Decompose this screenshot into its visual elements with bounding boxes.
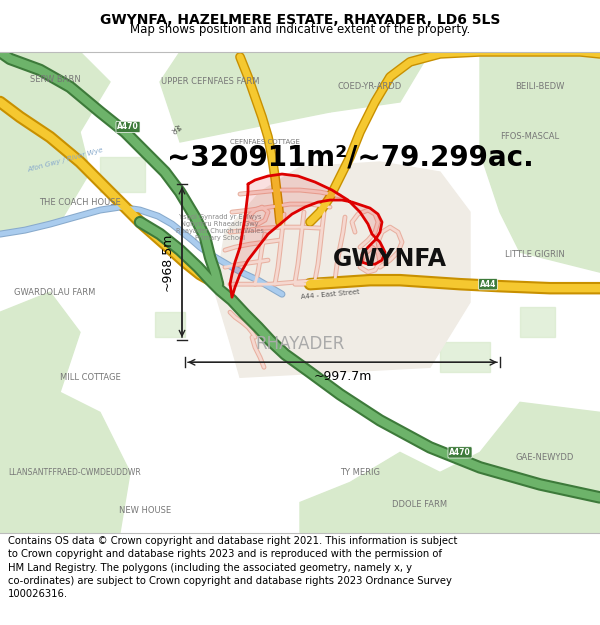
Text: A470: A470 bbox=[449, 448, 471, 457]
Polygon shape bbox=[0, 292, 80, 412]
Polygon shape bbox=[155, 312, 185, 338]
Text: A4
70: A4 70 bbox=[168, 124, 182, 136]
Text: BEILI-BEDW: BEILI-BEDW bbox=[515, 82, 565, 91]
Polygon shape bbox=[0, 132, 90, 232]
Text: A44: A44 bbox=[480, 279, 496, 289]
Text: FFOS-MASCAL: FFOS-MASCAL bbox=[500, 132, 560, 141]
Text: Ysgol Gynradd yr Eglwys
Nghymru Rhaeadr Gwy
Rhayader Church in Wales
Primary Sch: Ysgol Gynradd yr Eglwys Nghymru Rhaeadr … bbox=[176, 214, 264, 241]
Polygon shape bbox=[480, 152, 600, 272]
Text: Afon Gwy / River Wye: Afon Gwy / River Wye bbox=[26, 147, 104, 173]
Text: GWYNFA: GWYNFA bbox=[333, 247, 447, 271]
Text: CEFNFAES COTTAGE: CEFNFAES COTTAGE bbox=[230, 139, 300, 145]
Text: ~320911m²/~79.299ac.: ~320911m²/~79.299ac. bbox=[167, 143, 533, 171]
Text: LLANSANTFFRAED-CWMDEUDDWR: LLANSANTFFRAED-CWMDEUDDWR bbox=[8, 468, 142, 477]
Polygon shape bbox=[0, 392, 130, 532]
Polygon shape bbox=[230, 52, 350, 132]
Text: Contains OS data © Crown copyright and database right 2021. This information is : Contains OS data © Crown copyright and d… bbox=[8, 536, 457, 599]
Text: THE COACH HOUSE: THE COACH HOUSE bbox=[39, 198, 121, 207]
Text: ~997.7m: ~997.7m bbox=[313, 370, 371, 383]
Polygon shape bbox=[160, 52, 290, 142]
Polygon shape bbox=[440, 342, 490, 372]
Text: GWARDOLAU FARM: GWARDOLAU FARM bbox=[14, 288, 95, 297]
Polygon shape bbox=[480, 52, 600, 172]
Polygon shape bbox=[215, 162, 470, 378]
Text: TY MERIG: TY MERIG bbox=[340, 468, 380, 477]
Text: RHAYADER: RHAYADER bbox=[256, 335, 344, 353]
Text: DDOLE FARM: DDOLE FARM bbox=[392, 500, 448, 509]
Text: GWYNFA, HAZELMERE ESTATE, RHAYADER, LD6 5LS: GWYNFA, HAZELMERE ESTATE, RHAYADER, LD6 … bbox=[100, 13, 500, 27]
Text: MILL COTTAGE: MILL COTTAGE bbox=[59, 372, 121, 382]
Polygon shape bbox=[0, 52, 110, 152]
Text: A44 - East Street: A44 - East Street bbox=[301, 289, 359, 300]
Polygon shape bbox=[330, 52, 430, 112]
Text: Map shows position and indicative extent of the property.: Map shows position and indicative extent… bbox=[130, 23, 470, 36]
Text: ~968.5m: ~968.5m bbox=[161, 233, 174, 291]
Polygon shape bbox=[100, 157, 145, 192]
Text: NEW HOUSE: NEW HOUSE bbox=[119, 506, 171, 515]
Polygon shape bbox=[300, 452, 440, 532]
Polygon shape bbox=[230, 174, 385, 298]
Polygon shape bbox=[430, 402, 600, 532]
Text: COED-YR-ARDD: COED-YR-ARDD bbox=[338, 82, 402, 91]
Text: UPPER CEFNFAES FARM: UPPER CEFNFAES FARM bbox=[161, 78, 259, 86]
Text: SERW BARN: SERW BARN bbox=[29, 76, 80, 84]
Polygon shape bbox=[520, 308, 555, 338]
Text: A470: A470 bbox=[117, 122, 139, 131]
Text: LITTLE GIGRIN: LITTLE GIGRIN bbox=[505, 249, 565, 259]
Text: GAE-NEWYDD: GAE-NEWYDD bbox=[516, 453, 574, 462]
